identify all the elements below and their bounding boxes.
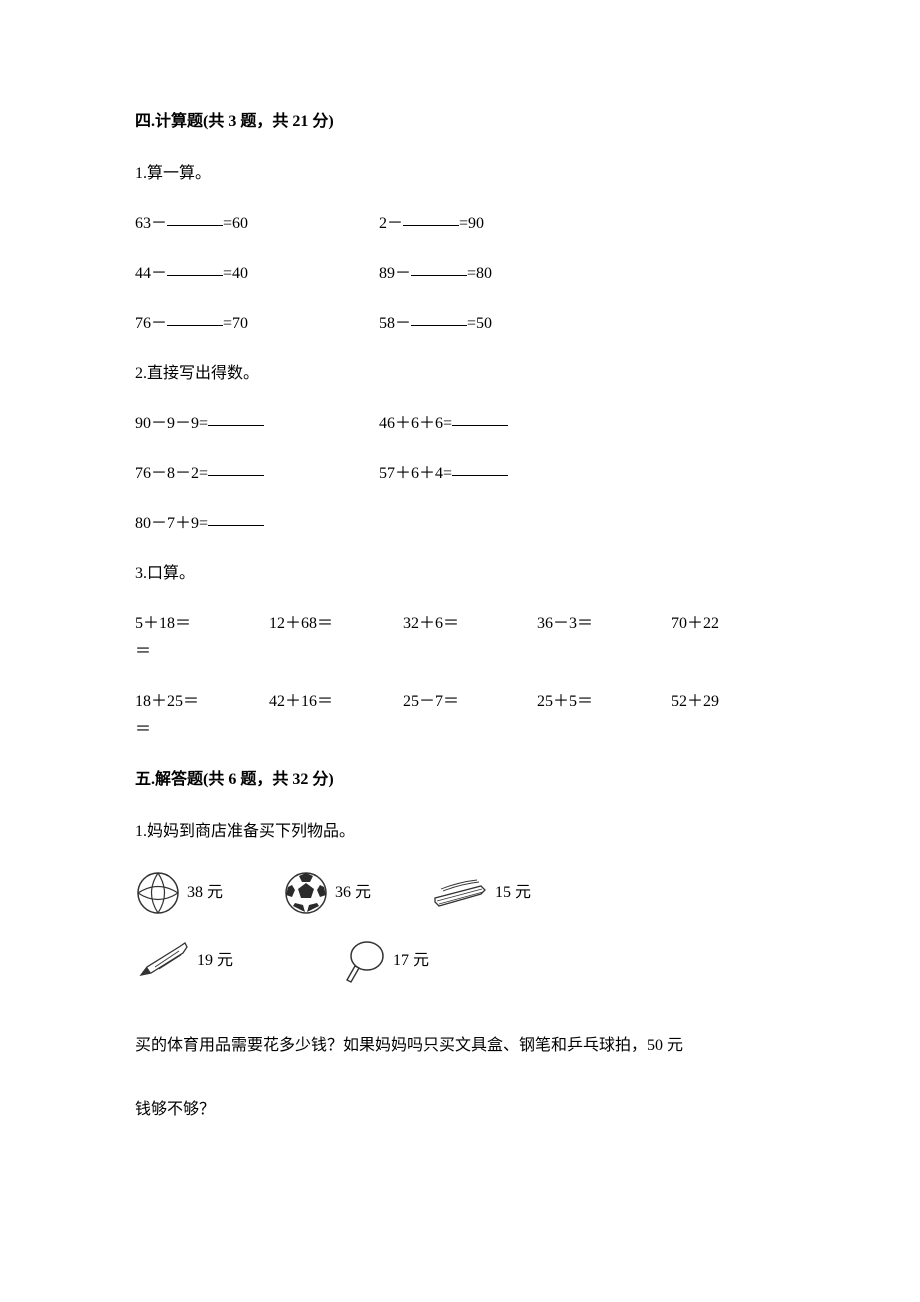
q2-row-3: 80－7＋9= xyxy=(135,512,785,536)
fountain-pen-icon xyxy=(135,941,191,981)
q1-row-3: 76－ =70 58－ =50 xyxy=(135,312,785,336)
q3-eq-1: ＝ xyxy=(135,640,785,664)
q1-r2-left-after: =40 xyxy=(223,265,248,282)
q1-r3-right-after: =50 xyxy=(467,315,492,332)
blank xyxy=(167,211,223,226)
q2-row-1: 90－9－9= 46＋6＋6= xyxy=(135,412,785,436)
q3-row-1: 5＋18＝ 12＋68＝ 32＋6＝ 36－3＝ 70＋22 xyxy=(135,612,785,636)
items-row-1: 38 元 36 元 15 xyxy=(135,870,785,916)
q1-title: 1.算一算。 xyxy=(135,162,785,186)
blank xyxy=(452,461,508,476)
blank xyxy=(411,311,467,326)
q2-r2-right: 57＋6＋4= xyxy=(379,465,452,482)
items-row-2: 19 元 17 元 xyxy=(135,938,785,984)
price-pencilcase: 15 元 xyxy=(495,881,531,905)
q1-r1-right-before: 2－ xyxy=(379,215,403,232)
q2-r1-left: 90－9－9= xyxy=(135,415,208,432)
price-pen: 19 元 xyxy=(197,949,233,973)
q1-r3-left-before: 76－ xyxy=(135,315,167,332)
q1-r2-right-before: 89－ xyxy=(379,265,411,282)
basketball-icon xyxy=(135,870,181,916)
blank xyxy=(208,461,264,476)
q3-r2-c4: 25＋5＝ xyxy=(537,690,667,714)
blank xyxy=(411,261,467,276)
q1-r1-right-after: =90 xyxy=(459,215,484,232)
pencilcase-icon xyxy=(431,876,489,910)
q3-r2-c2: 42＋16＝ xyxy=(269,690,399,714)
q3-r1-c5: 70＋22 xyxy=(671,612,801,636)
q1-r2-left-before: 44－ xyxy=(135,265,167,282)
s5-q1-title: 1.妈妈到商店准备买下列物品。 xyxy=(135,820,785,844)
blank xyxy=(167,311,223,326)
item-basketball: 38 元 xyxy=(135,870,223,916)
s5-q1-line1: 买的体育用品需要花多少钱？如果妈妈吗只买文具盒、钢笔和乒乓球拍，50 元 xyxy=(135,1034,785,1058)
q2-title: 2.直接写出得数。 xyxy=(135,362,785,386)
item-pen: 19 元 xyxy=(135,941,233,981)
s5-q1-line2: 钱够不够？ xyxy=(135,1098,785,1122)
q3-r2-c3: 25－7＝ xyxy=(403,690,533,714)
item-pencilcase: 15 元 xyxy=(431,876,531,910)
q3-row-2: 18＋25＝ 42＋16＝ 25－7＝ 25＋5＝ 52＋29 xyxy=(135,690,785,714)
q3-r1-c3: 32＋6＝ xyxy=(403,612,533,636)
q3-r1-c4: 36－3＝ xyxy=(537,612,667,636)
item-soccer: 36 元 xyxy=(283,870,371,916)
q3-r1-c2: 12＋68＝ xyxy=(269,612,399,636)
price-basketball: 38 元 xyxy=(187,881,223,905)
blank xyxy=(208,411,264,426)
blank xyxy=(452,411,508,426)
section-5-heading: 五.解答题(共 6 题，共 32 分) xyxy=(135,768,785,792)
q2-r2-left: 76－8－2= xyxy=(135,465,208,482)
q1-r3-left-after: =70 xyxy=(223,315,248,332)
q1-r1-left-before: 63－ xyxy=(135,215,167,232)
q2-r3-left: 80－7＋9= xyxy=(135,515,208,532)
q1-r3-right-before: 58－ xyxy=(379,315,411,332)
q1-row-2: 44－ =40 89－ =80 xyxy=(135,262,785,286)
paddle-icon xyxy=(341,938,387,984)
q1-row-1: 63－ =60 2－ =90 xyxy=(135,212,785,236)
soccer-ball-icon xyxy=(283,870,329,916)
q3-r2-c1: 18＋25＝ xyxy=(135,690,265,714)
q3-r2-c5: 52＋29 xyxy=(671,690,801,714)
q2-r1-right: 46＋6＋6= xyxy=(379,415,452,432)
q1-r2-right-after: =80 xyxy=(467,265,492,282)
worksheet-page: 四.计算题(共 3 题，共 21 分) 1.算一算。 63－=60 2－=90 … xyxy=(0,0,920,1182)
item-paddle: 17 元 xyxy=(341,938,429,984)
q2-row-2: 76－8－2= 57＋6＋4= xyxy=(135,462,785,486)
q3-r1-c1: 5＋18＝ xyxy=(135,612,265,636)
blank xyxy=(208,511,264,526)
price-soccer: 36 元 xyxy=(335,881,371,905)
q3-title: 3.口算。 xyxy=(135,562,785,586)
q3-eq-2: ＝ xyxy=(135,718,785,742)
blank xyxy=(403,211,459,226)
q1-r1-left-after: =60 xyxy=(223,215,248,232)
section-4-heading: 四.计算题(共 3 题，共 21 分) xyxy=(135,110,785,134)
blank xyxy=(167,261,223,276)
price-paddle: 17 元 xyxy=(393,949,429,973)
